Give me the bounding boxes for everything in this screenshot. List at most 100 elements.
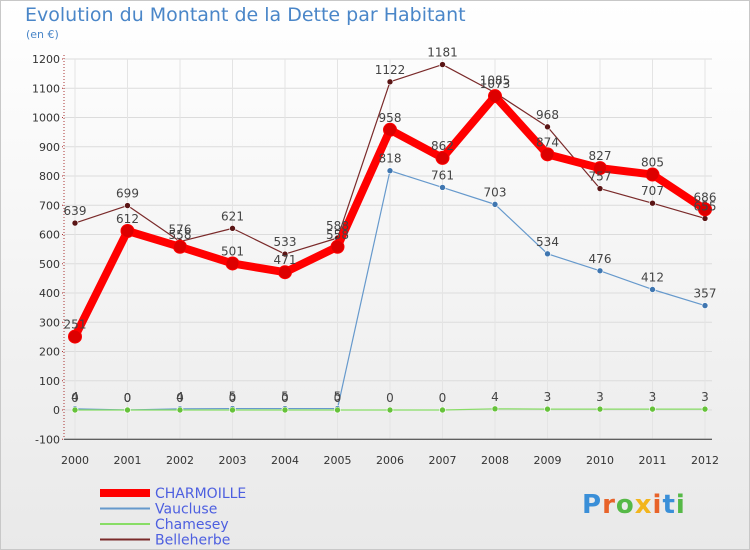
data-point-belleherbe [649, 199, 656, 207]
data-point-chamesey [281, 406, 289, 414]
data-point-charmoille [278, 265, 292, 280]
data-point-charmoille [225, 256, 240, 271]
data-label: 251 [64, 318, 87, 332]
legend-label: Vaucluse [155, 502, 217, 518]
y-tick-label: 1100 [32, 82, 60, 95]
x-tick-label: 2008 [481, 454, 509, 467]
legend-label: Belleherbe [155, 533, 230, 549]
logo-letter: i [652, 490, 663, 520]
data-label: 0 [386, 391, 394, 405]
data-label: 3 [596, 390, 604, 404]
data-point-belleherbe [229, 225, 236, 232]
data-label: 3 [544, 390, 552, 404]
x-tick-label: 2007 [429, 454, 457, 467]
data-label: 827 [589, 149, 612, 163]
x-tick-label: 2011 [639, 454, 667, 467]
y-tick-label: 100 [39, 375, 60, 388]
data-label: 1181 [427, 46, 458, 60]
y-tick-label: 1000 [32, 112, 60, 125]
data-label: 968 [536, 108, 559, 122]
data-point-charmoille [698, 202, 712, 217]
data-label: 761 [431, 168, 454, 182]
data-point-charmoille [330, 239, 345, 254]
y-tick-label: 400 [39, 287, 60, 300]
data-label: 588 [326, 219, 349, 233]
data-label: 5 [229, 390, 237, 404]
data-label: 874 [536, 135, 559, 149]
x-tick-label: 2010 [586, 454, 614, 467]
legend-label: CHARMOILLE [155, 486, 246, 502]
data-point-charmoille [68, 329, 82, 344]
data-point-chamesey [386, 406, 394, 414]
x-tick-label: 2002 [166, 454, 194, 467]
data-point-charmoille [645, 167, 660, 182]
data-label: 0 [124, 391, 132, 405]
data-point-chamesey [71, 406, 79, 414]
data-label: 818 [379, 152, 402, 166]
y-tick-label: 300 [39, 316, 60, 329]
logo-letter: i [675, 490, 686, 520]
logo-letter: x [634, 490, 653, 520]
data-point-charmoille [540, 147, 555, 162]
logo-letter: P [582, 490, 603, 520]
data-point-charmoille [173, 239, 187, 254]
x-tick-label: 2005 [324, 454, 352, 467]
data-label: 0 [71, 391, 79, 405]
data-label: 558 [169, 228, 192, 242]
data-point-vaucluse [544, 250, 551, 258]
data-point-chamesey [596, 405, 604, 413]
data-label: 699 [116, 187, 139, 201]
data-point-belleherbe [544, 123, 551, 131]
data-point-vaucluse [439, 184, 446, 191]
data-point-vaucluse [491, 201, 499, 208]
data-label: 655 [694, 199, 717, 213]
data-label: 686 [694, 190, 717, 204]
data-label: 757 [589, 170, 612, 184]
data-label: 534 [536, 235, 559, 249]
data-point-chamesey [701, 405, 709, 413]
data-label: 621 [221, 209, 244, 223]
data-label: 471 [274, 253, 297, 267]
data-label: 4 [71, 390, 79, 404]
data-point-chamesey [176, 406, 184, 414]
y-tick-label: 900 [39, 141, 60, 154]
data-label: 862 [431, 139, 454, 153]
legend-label: Chamesey [155, 517, 229, 533]
logo-letter: t [662, 490, 676, 520]
data-label: 5 [334, 390, 342, 404]
data-label: 4 [176, 390, 184, 404]
data-label: 3 [701, 390, 709, 404]
data-label: 639 [64, 204, 87, 218]
chart-title: Evolution du Montant de la Dette par Hab… [25, 4, 466, 26]
logo-letter: o [615, 490, 635, 520]
data-point-chamesey [491, 405, 499, 413]
data-label: 1073 [480, 77, 511, 91]
x-tick-label: 2001 [114, 454, 142, 467]
data-label: 501 [221, 244, 244, 258]
data-label: 357 [694, 287, 717, 301]
data-label: 0 [439, 391, 447, 405]
data-point-belleherbe [386, 78, 394, 86]
data-point-charmoille [488, 89, 502, 104]
x-tick-label: 2004 [271, 454, 299, 467]
data-point-chamesey [544, 405, 551, 413]
data-label: 0 [334, 391, 342, 405]
data-label: 1085 [480, 74, 511, 88]
data-label: 612 [116, 212, 139, 226]
x-tick-label: 2012 [691, 454, 719, 467]
y-tick-label: 1200 [32, 53, 60, 66]
data-label: 703 [484, 185, 507, 199]
data-label: 958 [379, 111, 402, 125]
data-point-vaucluse [596, 267, 604, 275]
data-point-chamesey [229, 406, 236, 414]
x-tick-label: 2009 [534, 454, 562, 467]
data-label: 0 [229, 391, 237, 405]
x-tick-label: 2000 [61, 454, 89, 467]
data-point-vaucluse [386, 167, 394, 175]
data-point-belleherbe [596, 185, 604, 192]
data-point-vaucluse [649, 286, 656, 293]
y-tick-label: 700 [39, 199, 60, 212]
logo-letter: r [602, 490, 616, 520]
